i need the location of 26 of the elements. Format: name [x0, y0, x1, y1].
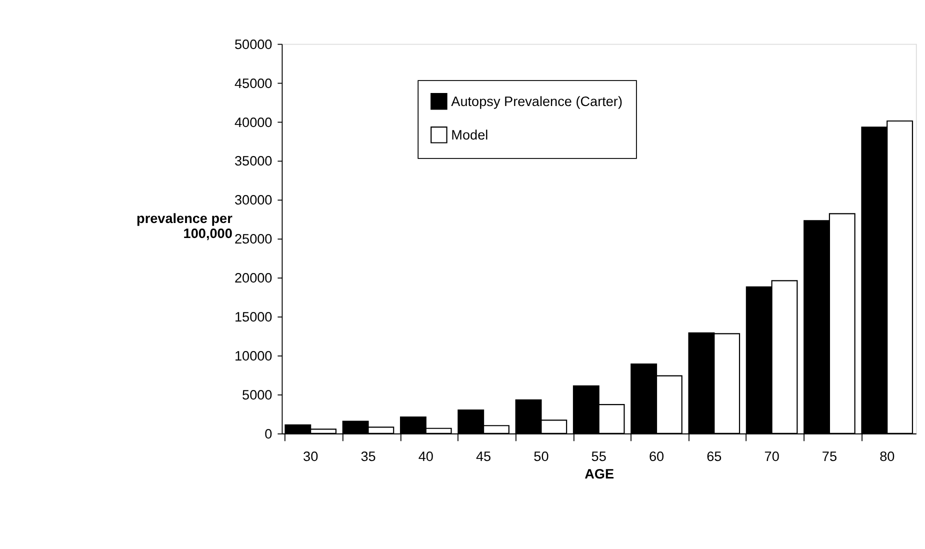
x-tick-label: 75: [822, 449, 838, 464]
y-tick-label: 0: [264, 426, 273, 442]
x-tick-label: 60: [648, 449, 664, 464]
y-tick-label: 45000: [234, 76, 273, 91]
y-tick-label: 40000: [234, 114, 273, 130]
y-tick-label: 30000: [234, 192, 273, 208]
x-tick-label: 30: [303, 449, 319, 464]
legend-label: Model: [451, 127, 488, 142]
y-tick-label: 25000: [234, 232, 273, 247]
y-tick-label: 35000: [234, 154, 273, 169]
x-tick-label: 35: [360, 449, 376, 464]
x-axis-title: AGE: [584, 466, 614, 482]
x-tick-label: 45: [476, 449, 492, 464]
legend-label: Autopsy Prevalence (Carter): [451, 94, 622, 109]
y-axis-title: prevalence per 100,000: [136, 210, 234, 242]
y-tick-label: 50000: [234, 36, 273, 52]
x-tick-label: 70: [764, 449, 780, 464]
x-tick-label: 65: [706, 449, 722, 464]
x-tick-label: 50: [534, 449, 550, 464]
y-tick-label: 15000: [234, 310, 273, 325]
x-tick-label: 80: [880, 449, 896, 464]
y-tick-label: 10000: [234, 348, 273, 364]
y-tick-label: 5000: [242, 387, 273, 402]
y-tick-label: 20000: [234, 270, 273, 286]
x-tick-label: 55: [591, 449, 606, 464]
x-tick-label: 40: [418, 449, 434, 464]
